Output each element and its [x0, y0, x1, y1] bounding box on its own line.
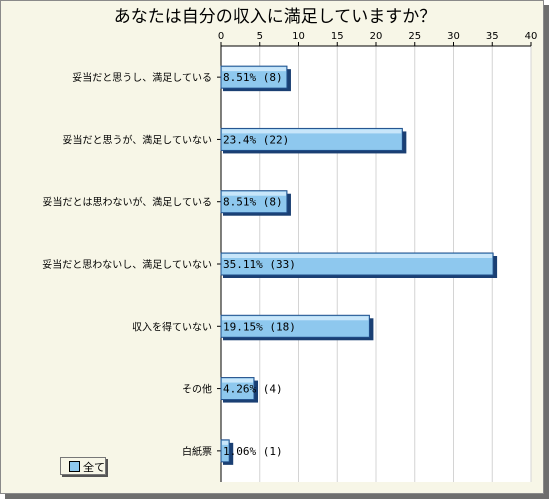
bar	[220, 439, 230, 463]
category-label: 妥当だと思わないし、満足していない	[42, 258, 212, 271]
bar-highlight	[222, 129, 402, 134]
bar-highlight	[222, 191, 286, 196]
bar-highlight	[222, 67, 286, 72]
data-label: 1.06% (1)	[223, 445, 283, 458]
category-label: 妥当だと思うが、満足していない	[63, 133, 213, 146]
x-tick-label: 20	[370, 31, 383, 42]
x-tick-label: 35	[486, 31, 499, 42]
chart-title: あなたは自分の収入に満足していますか？	[113, 7, 437, 27]
x-tick-label: 30	[447, 31, 460, 42]
bar-highlight	[222, 378, 254, 383]
x-tick-label: 25	[408, 31, 421, 42]
x-tick-label: 40	[525, 31, 538, 42]
bar-highlight	[222, 254, 493, 258]
x-tick-label: 0	[218, 31, 224, 42]
x-tick-label: 15	[331, 31, 344, 42]
category-label: その他	[182, 383, 212, 396]
x-tick-label: 5	[257, 31, 263, 42]
data-label: 4.26% (4)	[223, 383, 283, 396]
x-tick-label: 10	[292, 31, 305, 42]
data-label: 35.11% (33)	[223, 258, 296, 271]
bar-highlight	[222, 316, 369, 321]
category-label: 白紙票	[182, 445, 212, 458]
bar	[220, 65, 288, 89]
bar	[220, 252, 494, 276]
legend-label: 全て	[83, 461, 105, 474]
bar	[220, 377, 255, 401]
data-label: 19.15% (18)	[223, 320, 296, 333]
legend: 全て	[60, 457, 106, 475]
data-label: 8.51% (8)	[223, 196, 283, 209]
category-label: 妥当だとは思わないが、満足している	[43, 196, 213, 209]
bar	[220, 190, 288, 214]
category-label: 収入を得ていない	[132, 321, 212, 333]
data-label: 8.51% (8)	[223, 71, 283, 84]
bar	[220, 314, 370, 338]
bar-highlight	[222, 440, 229, 445]
legend-swatch	[69, 461, 80, 472]
bar	[220, 127, 403, 151]
data-label: 23.4% (22)	[223, 133, 289, 146]
category-label: 妥当だと思うし、満足している	[72, 71, 212, 84]
